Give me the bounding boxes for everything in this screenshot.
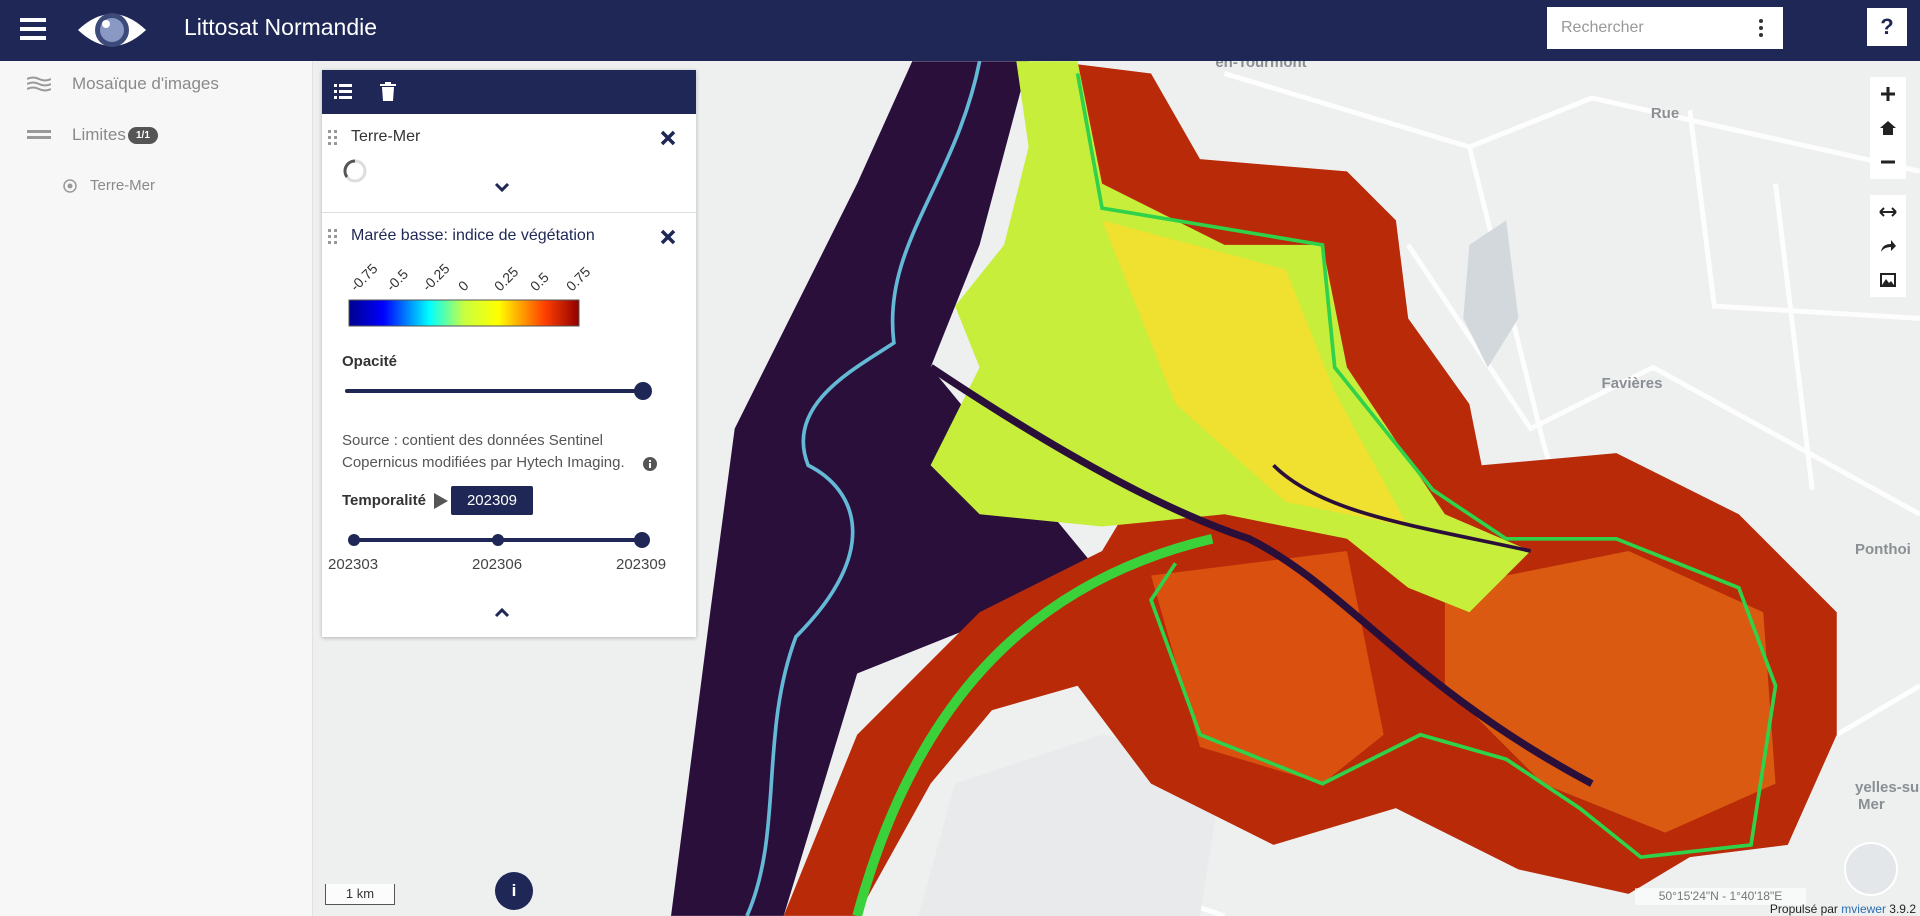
close-button[interactable] xyxy=(660,130,676,146)
expand-button[interactable] xyxy=(494,182,510,193)
place-label: Favières xyxy=(1602,375,1663,392)
credit-link[interactable]: mviewer xyxy=(1841,902,1886,916)
sidebar-item[interactable]: Terre-Mer xyxy=(90,177,156,194)
time-step-knob xyxy=(492,534,504,546)
legend-tick-label: 0.5 xyxy=(527,269,552,294)
zoom-out[interactable] xyxy=(1870,145,1906,179)
home[interactable] xyxy=(1870,111,1906,145)
drag-handle[interactable] xyxy=(328,130,340,146)
layer-title: Marée basse: indice de végétation xyxy=(351,227,595,244)
play-button[interactable] xyxy=(433,492,449,510)
layer-title: Terre-Mer xyxy=(351,128,421,145)
layer-panel: Terre-Mer Marée basse: indice de végétat… xyxy=(322,70,696,637)
sidebar: Mosaïque d'images Limites 1/1 Terre-Mer xyxy=(0,61,313,916)
place-label: en-Tourmont xyxy=(1215,61,1306,71)
scale-bar: 1 km xyxy=(325,884,395,905)
share[interactable] xyxy=(1870,229,1906,263)
time-step-knob xyxy=(348,534,360,546)
sidebar-item[interactable]: Mosaïque d'images xyxy=(72,74,219,93)
search-placeholder: Rechercher xyxy=(1561,19,1644,36)
panel-header xyxy=(322,70,696,114)
time-step-label: 202303 xyxy=(328,556,379,573)
time-current: 202309 xyxy=(451,486,533,515)
radio-icon[interactable] xyxy=(62,178,78,194)
layer-icon xyxy=(27,130,51,139)
place-label: yelles-sur- xyxy=(1855,779,1920,796)
list-button[interactable] xyxy=(334,84,352,100)
overview-map[interactable] xyxy=(1844,842,1898,896)
credit-version: 3.9.2 xyxy=(1889,902,1916,916)
close-button[interactable] xyxy=(660,229,676,245)
info-button[interactable]: i xyxy=(495,872,533,910)
place-label: Ponthoi xyxy=(1855,541,1911,558)
time-slider[interactable] xyxy=(322,530,696,550)
time-step-knob xyxy=(634,532,650,548)
opacity-label: Opacité xyxy=(342,353,398,370)
separator xyxy=(322,212,696,213)
opacity-slider[interactable] xyxy=(342,380,652,402)
legend-tick-label: -0.75 xyxy=(347,260,381,294)
credit-prefix: Propulsé par xyxy=(1769,902,1838,916)
info-icon[interactable] xyxy=(642,456,658,472)
app-title: Littosat Normandie xyxy=(184,14,378,40)
time-step-label: 202309 xyxy=(616,556,667,573)
help-button[interactable]: ? xyxy=(1867,8,1907,46)
place-label: Rue xyxy=(1651,105,1679,122)
legend-tick-label: 0.75 xyxy=(563,263,592,294)
sidebar-item[interactable]: Limites xyxy=(72,125,126,144)
measure[interactable] xyxy=(1870,195,1906,229)
legend-tick-label: 0 xyxy=(455,277,472,294)
legend-tick-label: 0.25 xyxy=(491,263,522,294)
legend-tick-label: -0.5 xyxy=(383,266,412,295)
legend: -0.75 -0.5 -0.25 0 0.25 0.5 0.75 xyxy=(347,260,592,327)
collapse-button[interactable] xyxy=(494,607,510,618)
delete-button[interactable] xyxy=(380,82,396,101)
source-text: Source : contient des données Sentinel xyxy=(342,432,604,449)
colorbar xyxy=(348,299,580,327)
loading-spinner xyxy=(343,159,367,183)
time-label: Temporalité xyxy=(342,492,426,509)
coordinates: 50°15'24"N - 1°40'18"E xyxy=(1635,888,1806,905)
place-label: Mer xyxy=(1858,796,1885,813)
source-text: Copernicus modifiées par Hytech Imaging. xyxy=(342,454,625,471)
logo xyxy=(78,13,146,47)
time-step-label: 202306 xyxy=(472,556,523,573)
menu-button[interactable] xyxy=(20,17,46,41)
badge: 1/1 xyxy=(128,127,158,144)
credit: Propulsé par mviewer 3.9.2 xyxy=(1770,902,1916,916)
drag-handle[interactable] xyxy=(328,229,340,245)
map: en-Tourmont Rue Favières Ponthoi yelles-… xyxy=(671,61,1920,916)
export-image[interactable] xyxy=(1870,263,1906,297)
search-box[interactable]: Rechercher xyxy=(1547,7,1783,49)
zoom-in[interactable] xyxy=(1870,77,1906,111)
header: Littosat Normandie Rechercher ? xyxy=(0,0,1920,61)
legend-tick-label: -0.25 xyxy=(419,260,453,294)
layer-icon xyxy=(27,76,51,92)
search-options[interactable] xyxy=(1757,18,1765,38)
